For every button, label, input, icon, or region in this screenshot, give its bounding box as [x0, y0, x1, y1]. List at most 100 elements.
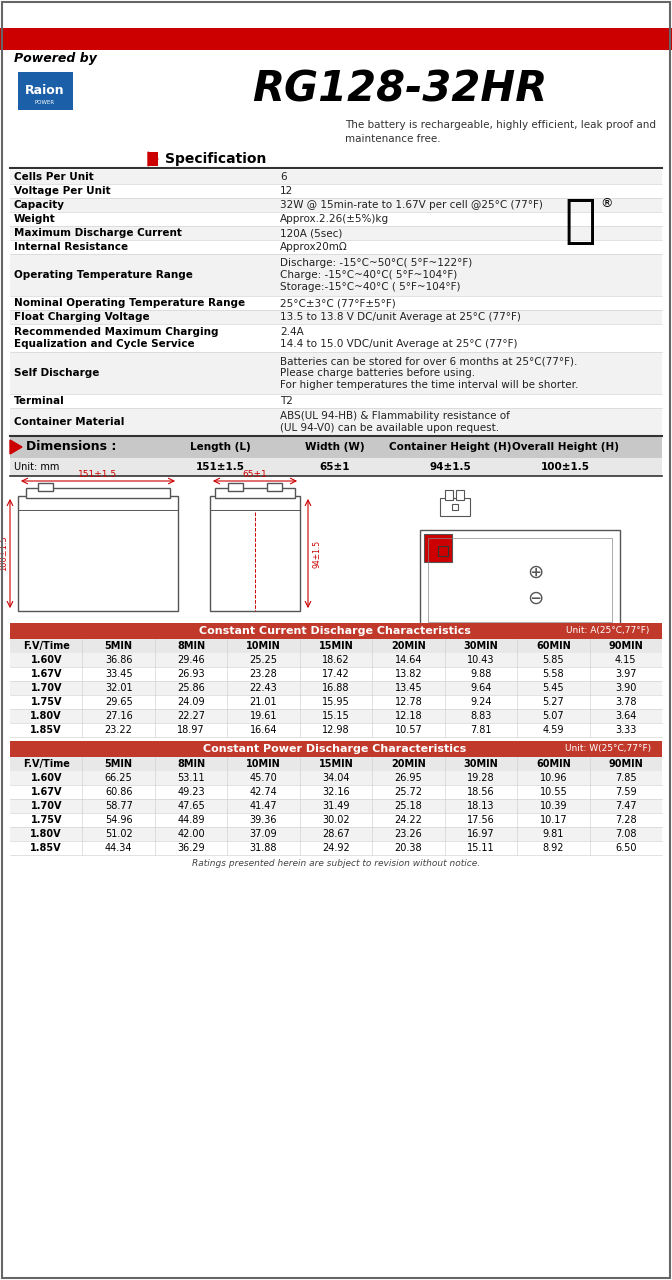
- Text: Approx20mΩ: Approx20mΩ: [280, 242, 347, 252]
- Text: 36.86: 36.86: [105, 655, 132, 666]
- Text: F.V/Time: F.V/Time: [23, 641, 70, 652]
- Text: 29.65: 29.65: [105, 698, 132, 707]
- Bar: [10, 639, 662, 653]
- Text: 1.85V: 1.85V: [30, 844, 62, 852]
- Text: 25°C±3°C (77°F±5°F): 25°C±3°C (77°F±5°F): [280, 298, 396, 308]
- Bar: [440, 498, 470, 516]
- Bar: [10, 841, 662, 855]
- Text: Weight: Weight: [14, 214, 56, 224]
- Text: 19.61: 19.61: [250, 710, 278, 721]
- Text: 32W @ 15min-rate to 1.67V per cell @25°C (77°F): 32W @ 15min-rate to 1.67V per cell @25°C…: [280, 200, 543, 210]
- Text: 29.46: 29.46: [177, 655, 205, 666]
- Bar: [10, 212, 662, 227]
- Text: 1.60V: 1.60V: [30, 773, 62, 783]
- Bar: [18, 72, 73, 110]
- Text: 22.27: 22.27: [177, 710, 205, 721]
- Text: 6.50: 6.50: [615, 844, 636, 852]
- Bar: [0, 28, 672, 50]
- Text: 5.07: 5.07: [542, 710, 564, 721]
- Text: 23.28: 23.28: [250, 669, 278, 678]
- Text: 9.81: 9.81: [543, 829, 564, 838]
- Bar: [38, 483, 53, 492]
- Text: 44.34: 44.34: [105, 844, 132, 852]
- Bar: [26, 488, 170, 498]
- Text: 31.88: 31.88: [250, 844, 278, 852]
- Bar: [215, 488, 295, 498]
- Text: 33.45: 33.45: [105, 669, 132, 678]
- Text: ⊕: ⊕: [527, 562, 543, 581]
- Text: 51.02: 51.02: [105, 829, 132, 838]
- Text: 3.97: 3.97: [615, 669, 636, 678]
- Bar: [428, 538, 612, 622]
- Text: 3.78: 3.78: [615, 698, 636, 707]
- Bar: [424, 534, 452, 562]
- Text: Voltage Per Unit: Voltage Per Unit: [14, 186, 111, 196]
- Text: 1.60V: 1.60V: [30, 655, 62, 666]
- Text: Batteries can be stored for over 6 months at 25°C(77°F).
Please charge batteries: Batteries can be stored for over 6 month…: [280, 356, 579, 389]
- Text: 24.22: 24.22: [394, 815, 423, 826]
- Text: 30MIN: 30MIN: [464, 641, 498, 652]
- Bar: [10, 324, 662, 352]
- Text: 151±1.5: 151±1.5: [79, 470, 118, 479]
- Text: Unit: A(25°C,77°F): Unit: A(25°C,77°F): [566, 626, 650, 635]
- Text: 5.85: 5.85: [542, 655, 564, 666]
- Text: 65±1: 65±1: [320, 462, 350, 472]
- Text: Width (W): Width (W): [305, 442, 365, 452]
- Bar: [10, 458, 662, 476]
- Bar: [10, 253, 662, 296]
- Bar: [10, 681, 662, 695]
- Bar: [10, 653, 662, 667]
- Bar: [38, 483, 53, 492]
- Text: Specification: Specification: [165, 152, 266, 166]
- Bar: [10, 408, 662, 436]
- Bar: [10, 695, 662, 709]
- Text: 24.92: 24.92: [322, 844, 350, 852]
- Text: 3.90: 3.90: [615, 684, 636, 692]
- Text: 36.29: 36.29: [177, 844, 205, 852]
- Bar: [10, 198, 662, 212]
- Bar: [456, 490, 464, 500]
- Text: Constant Current Discharge Characteristics: Constant Current Discharge Characteristi…: [199, 626, 471, 636]
- Bar: [148, 152, 158, 166]
- Text: 8MIN: 8MIN: [177, 759, 205, 769]
- Text: 1.70V: 1.70V: [30, 801, 62, 812]
- Bar: [210, 495, 300, 611]
- Bar: [215, 488, 295, 498]
- Text: 28.67: 28.67: [322, 829, 350, 838]
- Text: 44.89: 44.89: [177, 815, 205, 826]
- Bar: [10, 241, 662, 253]
- Text: Terminal: Terminal: [14, 396, 65, 406]
- Bar: [420, 530, 620, 630]
- Text: 5.58: 5.58: [542, 669, 564, 678]
- Text: 10.17: 10.17: [540, 815, 567, 826]
- Text: 1.75V: 1.75V: [30, 698, 62, 707]
- Text: Recommended Maximum Charging
Equalization and Cycle Service: Recommended Maximum Charging Equalizatio…: [14, 328, 218, 348]
- Text: 54.96: 54.96: [105, 815, 132, 826]
- Text: 30MIN: 30MIN: [464, 759, 498, 769]
- Text: 100±1.5: 100±1.5: [0, 535, 8, 571]
- Bar: [420, 530, 620, 630]
- Text: 7.59: 7.59: [615, 787, 636, 797]
- Text: 18.97: 18.97: [177, 724, 205, 735]
- Text: 32.16: 32.16: [322, 787, 350, 797]
- Bar: [228, 483, 243, 492]
- Text: 7.47: 7.47: [615, 801, 636, 812]
- Text: 65±1: 65±1: [243, 470, 267, 479]
- Text: 15MIN: 15MIN: [319, 759, 353, 769]
- Text: 15.15: 15.15: [322, 710, 350, 721]
- Bar: [267, 483, 282, 492]
- Text: 8.83: 8.83: [470, 710, 492, 721]
- Text: 31.49: 31.49: [323, 801, 349, 812]
- Text: Discharge: -15°C~50°C( 5°F~122°F)
Charge: -15°C~40°C( 5°F~104°F)
Storage:-15°C~4: Discharge: -15°C~50°C( 5°F~122°F) Charge…: [280, 259, 472, 292]
- Bar: [10, 709, 662, 723]
- Text: 22.43: 22.43: [250, 684, 278, 692]
- Text: Operating Temperature Range: Operating Temperature Range: [14, 270, 193, 280]
- Text: 25.25: 25.25: [249, 655, 278, 666]
- Text: 10.43: 10.43: [467, 655, 495, 666]
- Text: 5MIN: 5MIN: [105, 641, 132, 652]
- Bar: [10, 667, 662, 681]
- Text: 32.01: 32.01: [105, 684, 132, 692]
- Text: 9.64: 9.64: [470, 684, 492, 692]
- Text: 1.85V: 1.85V: [30, 724, 62, 735]
- Text: 23.22: 23.22: [105, 724, 132, 735]
